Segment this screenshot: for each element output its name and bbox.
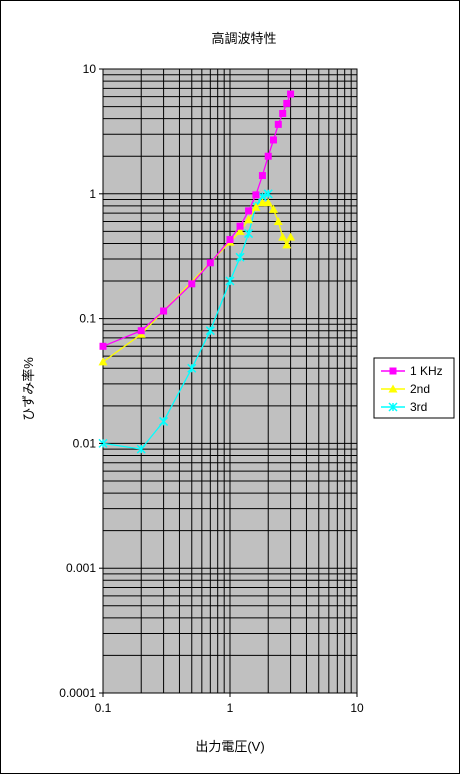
data-point xyxy=(245,207,253,215)
y-tick-label: 0.1 xyxy=(79,312,96,326)
legend-label: 2nd xyxy=(410,382,430,396)
legend-item: 2nd xyxy=(381,382,430,396)
grid-lines xyxy=(102,69,357,694)
data-point xyxy=(257,198,267,207)
x-tick-label: 10 xyxy=(350,701,364,715)
series-layer xyxy=(98,90,296,454)
data-point xyxy=(205,326,215,336)
data-point xyxy=(236,222,244,230)
data-point xyxy=(263,189,273,199)
chart-title: 高調波特性 xyxy=(211,31,276,46)
data-point xyxy=(136,444,146,454)
x-tick-label: 1 xyxy=(227,701,234,715)
data-point xyxy=(235,252,245,262)
data-point xyxy=(252,191,260,199)
data-point xyxy=(263,198,273,207)
legend-label: 1 KHz xyxy=(410,364,443,378)
y-tick-label: 0.001 xyxy=(66,561,96,575)
data-point xyxy=(187,363,197,373)
data-point xyxy=(264,152,272,160)
series-line xyxy=(102,93,292,347)
data-point xyxy=(274,120,282,128)
y-tick-label: 0.0001 xyxy=(59,686,96,700)
legend-swatch-marker xyxy=(388,402,398,412)
data-point xyxy=(188,280,196,288)
data-point xyxy=(159,416,169,426)
data-point xyxy=(279,109,287,117)
legend-item: 1 KHz xyxy=(381,364,443,378)
legend-label: 3rd xyxy=(410,400,427,414)
data-point xyxy=(258,172,266,180)
y-tick-label: 0.01 xyxy=(73,436,97,450)
data-point xyxy=(286,232,296,241)
data-point xyxy=(244,229,254,239)
legend-box xyxy=(373,357,455,419)
data-point xyxy=(244,215,254,224)
data-point xyxy=(287,90,295,98)
data-point xyxy=(251,202,261,211)
data-point xyxy=(282,240,292,249)
y-tick-label: 1 xyxy=(89,187,96,201)
legend: 1 KHz 2nd 3rd xyxy=(373,357,455,419)
data-point xyxy=(283,99,291,107)
data-point xyxy=(226,236,234,244)
data-point xyxy=(206,259,214,267)
y-axis-label: ひずみ率% xyxy=(21,357,36,421)
x-axis-label: 出力電圧(V) xyxy=(195,739,264,754)
data-point xyxy=(268,204,278,213)
legend-swatch-marker xyxy=(389,367,397,375)
data-point xyxy=(225,276,235,286)
legend-item: 3rd xyxy=(381,400,427,414)
data-point xyxy=(99,342,107,350)
legend-swatch-marker xyxy=(388,384,398,393)
data-point xyxy=(160,307,168,315)
data-point xyxy=(235,226,245,235)
data-point xyxy=(137,327,145,335)
data-point xyxy=(278,232,288,241)
data-point xyxy=(273,216,283,225)
series-1 xyxy=(99,90,295,350)
data-point xyxy=(269,136,277,144)
x-tick-label: 0.1 xyxy=(95,701,112,715)
data-point xyxy=(98,357,108,366)
y-tick-label: 10 xyxy=(83,62,97,76)
